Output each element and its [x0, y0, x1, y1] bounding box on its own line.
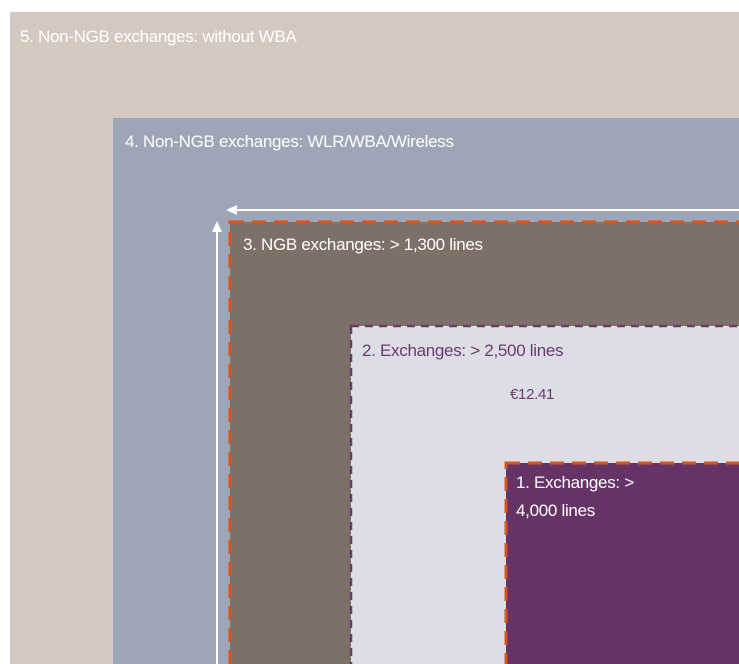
box-4-label: 4. Non-NGB exchanges: WLR/WBA/Wireless: [125, 132, 454, 151]
box-1-label-line: 1. Exchanges: >: [516, 473, 634, 492]
box-2-price: €12.41: [510, 386, 554, 403]
box-2-label: 2. Exchanges: > 2,500 lines: [362, 341, 563, 360]
box-1: [504, 461, 739, 664]
box-3-label: 3. NGB exchanges: > 1,300 lines: [243, 235, 483, 254]
arrow-head-left: [226, 205, 237, 215]
box-1-label-line: 4,000 lines: [516, 501, 595, 520]
box-5-label: 5. Non-NGB exchanges: without WBA: [20, 27, 297, 46]
arrow-head-up: [212, 221, 222, 232]
